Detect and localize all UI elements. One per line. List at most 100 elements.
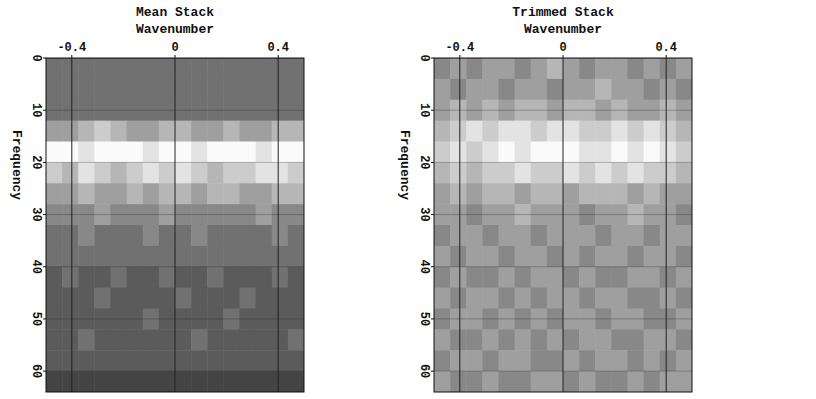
cell bbox=[256, 121, 273, 142]
cell bbox=[563, 371, 580, 392]
cell bbox=[159, 79, 176, 100]
cell bbox=[644, 267, 661, 288]
cell bbox=[159, 288, 176, 309]
x-label: Wavenumber bbox=[524, 22, 602, 37]
cell bbox=[223, 267, 240, 288]
cell bbox=[223, 183, 240, 204]
cell bbox=[628, 162, 645, 183]
cell bbox=[288, 267, 304, 288]
cell bbox=[191, 162, 208, 183]
x-label: Wavenumber bbox=[136, 22, 214, 37]
figure: Mean StackWavenumber-0.400.4010203040506… bbox=[0, 0, 816, 399]
cell bbox=[207, 350, 224, 371]
cell bbox=[175, 225, 192, 246]
cell bbox=[579, 183, 596, 204]
cell bbox=[94, 183, 111, 204]
cell bbox=[466, 225, 483, 246]
y-tick bbox=[431, 318, 434, 319]
cell bbox=[499, 288, 516, 309]
y-tick bbox=[431, 58, 434, 59]
cell bbox=[223, 371, 240, 392]
cell bbox=[175, 79, 192, 100]
cell bbox=[660, 183, 677, 204]
y-tick bbox=[43, 318, 46, 319]
cell bbox=[482, 267, 499, 288]
cell bbox=[62, 58, 79, 79]
cell bbox=[579, 58, 596, 79]
cell bbox=[450, 246, 467, 267]
cell bbox=[547, 225, 564, 246]
cell bbox=[466, 79, 483, 100]
cell bbox=[531, 329, 548, 350]
y-tick-label: 40 bbox=[417, 260, 431, 274]
frame bbox=[434, 58, 692, 392]
title: Trimmed Stack bbox=[512, 5, 614, 20]
cell bbox=[644, 183, 661, 204]
cell bbox=[531, 246, 548, 267]
cell bbox=[676, 79, 692, 100]
cell bbox=[240, 79, 257, 100]
cell bbox=[628, 371, 645, 392]
cell bbox=[628, 267, 645, 288]
cell bbox=[46, 142, 63, 163]
cell bbox=[466, 183, 483, 204]
grid-line bbox=[434, 214, 692, 215]
cell bbox=[611, 121, 628, 142]
cell bbox=[94, 267, 111, 288]
cell bbox=[78, 142, 95, 163]
x-tick bbox=[278, 55, 279, 58]
cell bbox=[159, 58, 176, 79]
cell bbox=[547, 246, 564, 267]
cell bbox=[499, 183, 516, 204]
cell bbox=[46, 288, 63, 309]
cell bbox=[143, 350, 160, 371]
cell bbox=[175, 162, 192, 183]
cell bbox=[46, 267, 63, 288]
cell bbox=[660, 350, 677, 371]
cell bbox=[159, 350, 176, 371]
cell bbox=[563, 225, 580, 246]
cell bbox=[288, 183, 304, 204]
y-tick bbox=[431, 214, 434, 215]
cell bbox=[62, 162, 79, 183]
cell bbox=[191, 246, 208, 267]
x-tick-label: 0.4 bbox=[267, 41, 289, 55]
cell bbox=[499, 246, 516, 267]
cell bbox=[240, 246, 257, 267]
cell bbox=[579, 371, 596, 392]
cell bbox=[62, 183, 79, 204]
cell bbox=[579, 225, 596, 246]
cell bbox=[434, 142, 451, 163]
grid-line bbox=[46, 266, 304, 267]
cell bbox=[515, 79, 532, 100]
cell bbox=[628, 79, 645, 100]
cell bbox=[644, 371, 661, 392]
cell bbox=[159, 267, 176, 288]
y-tick bbox=[43, 266, 46, 267]
cell bbox=[240, 288, 257, 309]
cell bbox=[240, 121, 257, 142]
cell bbox=[660, 267, 677, 288]
cell bbox=[676, 162, 692, 183]
cell bbox=[240, 162, 257, 183]
cell bbox=[191, 288, 208, 309]
grid-line bbox=[563, 58, 564, 392]
cell bbox=[288, 246, 304, 267]
cell bbox=[46, 329, 63, 350]
cell bbox=[499, 162, 516, 183]
cell bbox=[482, 58, 499, 79]
cell bbox=[611, 58, 628, 79]
cell bbox=[644, 225, 661, 246]
cell bbox=[515, 288, 532, 309]
frame bbox=[46, 58, 304, 392]
cells bbox=[434, 58, 692, 392]
cell bbox=[94, 288, 111, 309]
cell bbox=[240, 329, 257, 350]
cell bbox=[62, 350, 79, 371]
cell bbox=[272, 329, 289, 350]
cell bbox=[159, 225, 176, 246]
cell bbox=[450, 288, 467, 309]
cell bbox=[434, 329, 451, 350]
cell bbox=[628, 58, 645, 79]
cell bbox=[207, 371, 224, 392]
